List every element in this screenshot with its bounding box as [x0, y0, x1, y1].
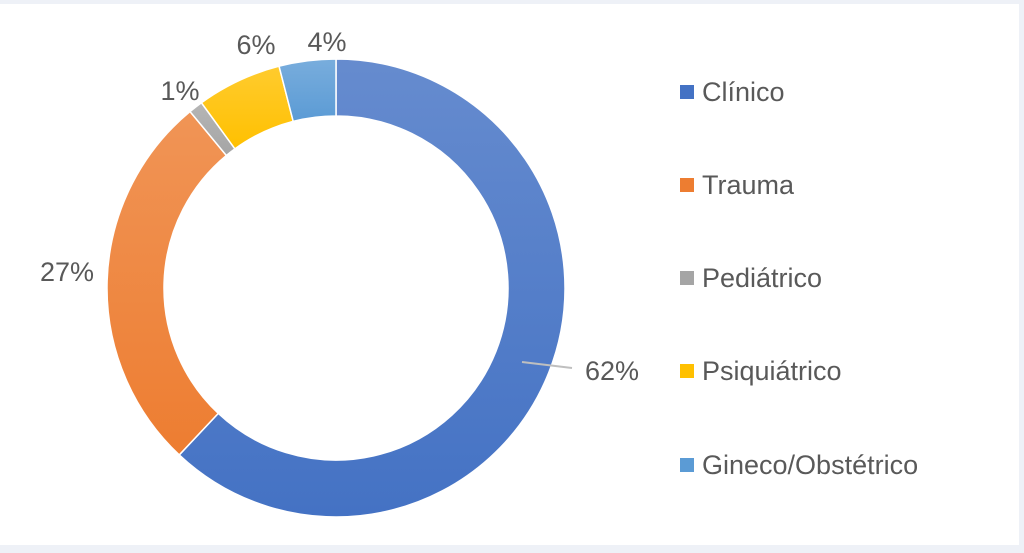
- chart-area: 62% 27% 1% 6% 4% Clínico Trauma Pediátrico P…: [0, 4, 1019, 545]
- legend-item-clinico: Clínico: [680, 76, 785, 108]
- legend-swatch-pediatrico: [680, 271, 694, 285]
- donut-slice-gineco: [278, 58, 337, 123]
- legend-item-pediatrico: Pediátrico: [680, 262, 822, 294]
- legend-label-psiquiatrico: Psiquiátrico: [702, 355, 842, 386]
- legend-item-gineco: Gineco/Obstétrico: [680, 449, 918, 481]
- leader-line-clinico: [521, 361, 573, 369]
- legend-label-pediatrico: Pediátrico: [702, 262, 823, 293]
- legend-swatch-psiquiatrico: [680, 364, 694, 378]
- donut-slice-trauma: [106, 110, 228, 456]
- legend-item-trauma: Trauma: [680, 169, 794, 201]
- legend-swatch-gineco: [680, 458, 694, 472]
- legend-item-psiquiatrico: Psiquiátrico: [680, 355, 842, 387]
- data-label-clinico: 62%: [585, 356, 639, 386]
- legend-label-clinico: Clínico: [702, 76, 785, 107]
- data-label-trauma: 27%: [40, 257, 94, 287]
- donut-slice-clinico: [178, 58, 566, 518]
- data-label-psiquiatrico: 6%: [236, 30, 275, 60]
- legend-label-trauma: Trauma: [702, 169, 795, 200]
- legend-label-gineco: Gineco/Obstétrico: [702, 449, 919, 480]
- legend-swatch-trauma: [680, 178, 694, 192]
- data-label-pediatrico: 1%: [160, 76, 199, 106]
- data-label-gineco: 4%: [307, 27, 346, 57]
- legend-swatch-clinico: [680, 85, 694, 99]
- donut-chart: 62% 27% 1% 6% 4%: [40, 27, 639, 518]
